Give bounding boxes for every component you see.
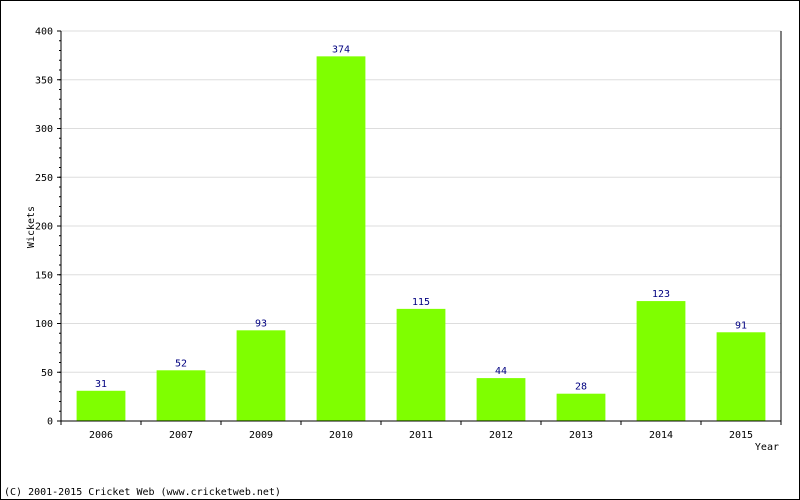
y-tick-label: 350 <box>35 75 53 86</box>
bar-2012 <box>476 378 526 421</box>
bars <box>76 56 766 421</box>
data-label-2007: 52 <box>175 358 187 369</box>
bar-2006 <box>76 390 126 421</box>
bar-2014 <box>636 301 686 421</box>
data-label-2012: 44 <box>495 366 507 377</box>
bar-2015 <box>716 332 766 421</box>
x-tick-labels: 2006 2007 2009 2010 2011 2012 2013 2014 2015 <box>89 430 753 441</box>
y-tick-label: 0 <box>47 417 53 428</box>
bar-2011 <box>396 308 446 421</box>
bar-2009 <box>236 330 286 421</box>
x-tick-label: 2011 <box>409 430 433 441</box>
x-axis-title: Year <box>755 442 779 453</box>
data-labels: 31 52 93 374 115 44 28 123 91 <box>95 44 747 392</box>
y-tick-label: 50 <box>41 368 53 379</box>
data-label-2015: 91 <box>735 320 747 331</box>
bar-2007 <box>156 370 206 421</box>
grid-lines <box>61 30 781 373</box>
x-tick-label: 2015 <box>729 430 753 441</box>
y-tick-label: 150 <box>35 270 53 281</box>
y-tick-label: 200 <box>35 222 53 233</box>
y-tick-label: 400 <box>35 27 53 38</box>
data-label-2011: 115 <box>412 297 430 308</box>
data-label-2006: 31 <box>95 379 107 390</box>
bar-2010 <box>316 56 366 421</box>
bar-2013 <box>556 393 606 421</box>
data-label-2014: 123 <box>652 289 670 300</box>
data-label-2010: 374 <box>332 44 350 55</box>
y-tick-label: 250 <box>35 173 53 184</box>
y-tick-labels: 0 50 100 150 200 250 300 350 400 <box>35 27 53 428</box>
y-axis-title: Wickets <box>26 206 37 248</box>
x-tick-label: 2007 <box>169 430 193 441</box>
data-label-2009: 93 <box>255 318 267 329</box>
data-label-2013: 28 <box>575 382 587 393</box>
x-tick-label: 2009 <box>249 430 273 441</box>
x-tick-label: 2010 <box>329 430 353 441</box>
x-tick-label: 2012 <box>489 430 513 441</box>
x-tick-label: 2013 <box>569 430 593 441</box>
y-tick-label: 300 <box>35 124 53 135</box>
x-tick-label: 2006 <box>89 430 113 441</box>
axes <box>57 30 782 425</box>
x-tick-label: 2014 <box>649 430 673 441</box>
copyright-footer: (C) 2001-2015 Cricket Web (www.cricketwe… <box>4 487 281 498</box>
y-tick-label: 100 <box>35 319 53 330</box>
